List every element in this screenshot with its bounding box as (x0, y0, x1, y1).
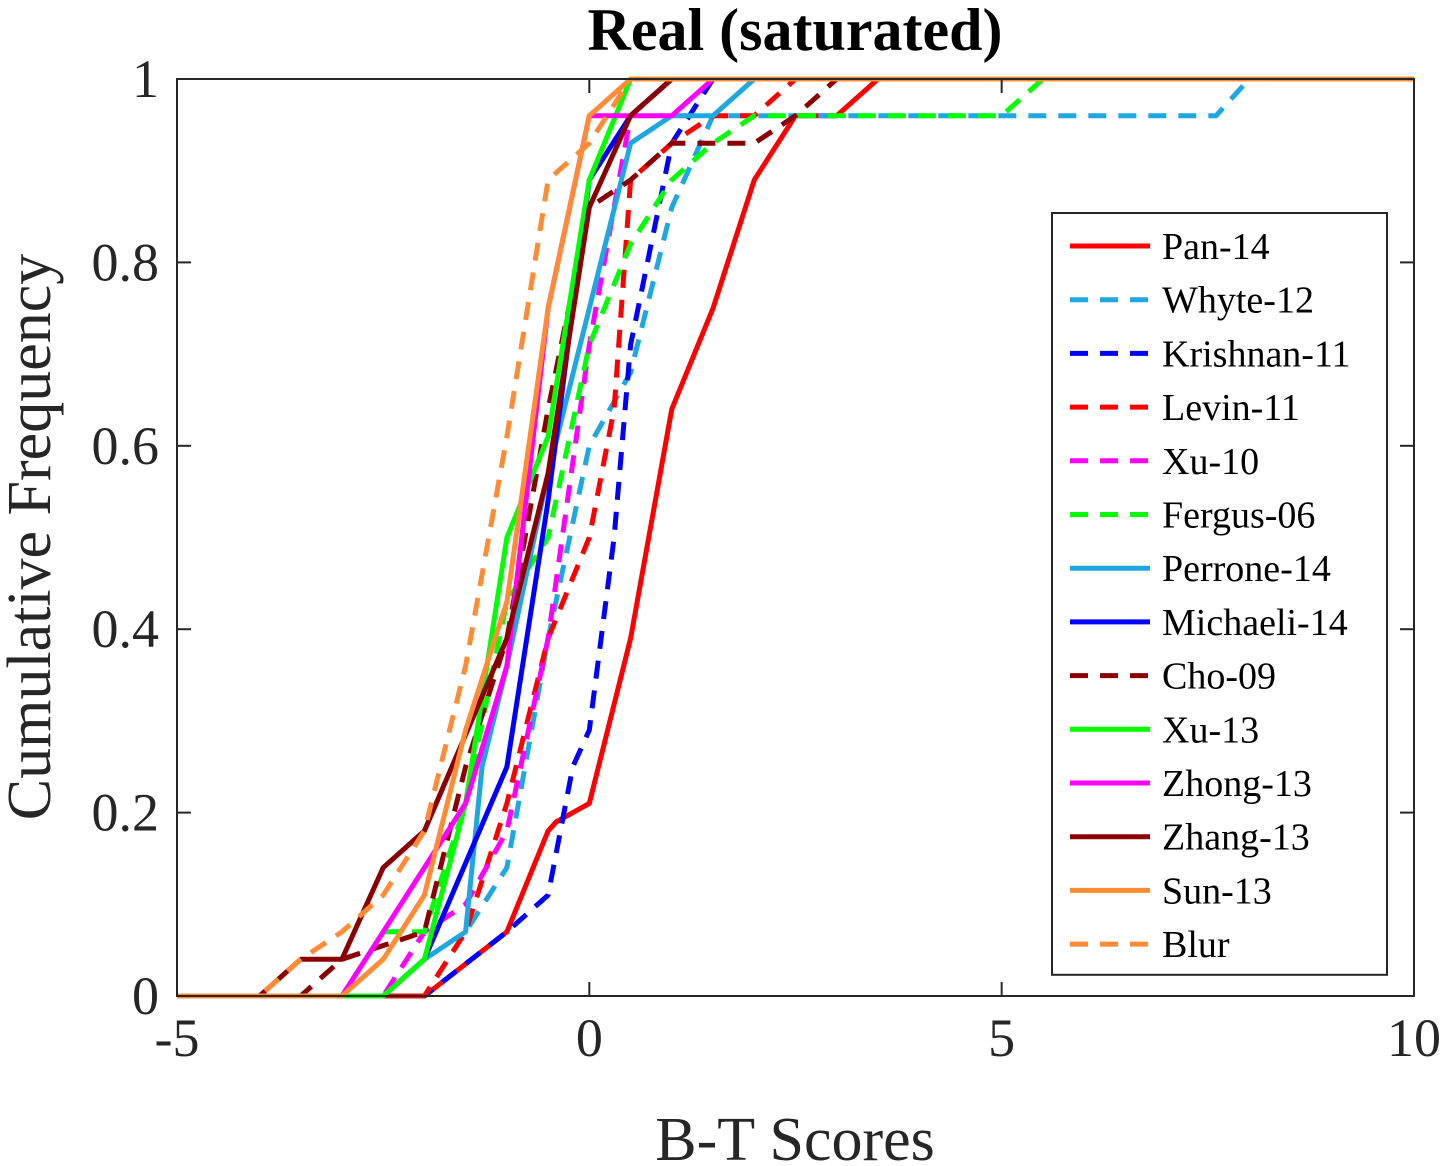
legend-label: Zhong-13 (1162, 763, 1312, 805)
legend-label: Xu-13 (1162, 709, 1259, 751)
x-tick-label: 10 (1387, 1008, 1441, 1068)
legend-label: Krishnan-11 (1162, 333, 1351, 375)
legend-label: Whyte-12 (1162, 280, 1314, 322)
legend-label: Fergus-06 (1162, 495, 1315, 537)
legend-label: Blur (1162, 924, 1230, 966)
series-line-sun-13 (177, 76, 1414, 999)
legend-label: Perrone-14 (1162, 548, 1331, 590)
x-tick-label: -5 (155, 1008, 200, 1068)
x-tick-label: 0 (576, 1008, 603, 1068)
y-tick-label: 0 (132, 966, 159, 1026)
y-tick-label: 1 (132, 49, 159, 109)
legend-label: Sun-13 (1162, 870, 1272, 912)
legend-label: Michaeli-14 (1162, 602, 1348, 644)
x-tick-label: 5 (988, 1008, 1015, 1068)
legend-label: Cho-09 (1162, 656, 1276, 698)
legend-label: Zhang-13 (1162, 817, 1310, 859)
series-line-krishnan-11 (177, 76, 1414, 999)
series-layer (177, 76, 1414, 999)
legend-box (1051, 212, 1388, 976)
series-line-zhong-13 (177, 76, 1414, 999)
plot-frame (176, 78, 1415, 997)
x-axis-label: B-T Scores (655, 1106, 935, 1166)
series-line-fergus-06 (177, 76, 1414, 999)
legend-label: Pan-14 (1162, 226, 1270, 268)
y-tick-label: 0.4 (92, 599, 160, 659)
y-tick-label: 0.6 (92, 416, 160, 476)
legend-label: Levin-11 (1162, 387, 1300, 429)
chart-title: Real (saturated) (588, 0, 1003, 63)
legend-label: Xu-10 (1162, 441, 1259, 483)
series-line-blur (177, 76, 1414, 999)
legend: Pan-14 Whyte-12 Krishnan-11 Levin-11 Xu-10 Fe… (1051, 212, 1388, 976)
series-line-xu-13 (177, 76, 1414, 999)
series-line-xu-10 (177, 76, 1414, 999)
y-tick-label: 0.2 (92, 783, 160, 843)
y-axis-label: Cumulative Frequency (0, 254, 64, 820)
y-tick-label: 0.8 (92, 232, 160, 292)
